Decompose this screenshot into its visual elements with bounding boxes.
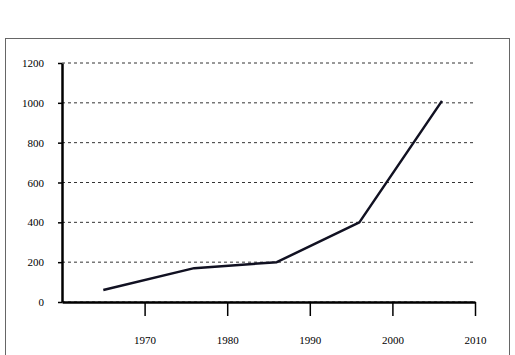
y-tick: 200: [28, 256, 63, 268]
y-tick-mark: [58, 182, 62, 184]
x-tick-mark: [475, 302, 477, 316]
y-tick-mark: [58, 63, 62, 65]
y-tick: 600: [28, 177, 63, 189]
y-tick: 800: [28, 137, 63, 149]
chart: 1970 1980 1990 2000 2010 0 200 400 600 800 1000 120…: [0, 0, 515, 355]
y-tick: 400: [28, 216, 63, 228]
y-tick-label: 600: [28, 177, 45, 189]
grid: [62, 63, 475, 302]
grid-line: [62, 222, 475, 223]
grid-line: [62, 63, 475, 64]
x-tick-mark: [227, 302, 229, 316]
grid-line: [62, 302, 475, 303]
y-tick-mark: [58, 262, 62, 264]
x-tick-label: 2010: [465, 334, 488, 346]
y-tick: 1200: [22, 57, 62, 69]
x-axis: 1970 1980 1990 2000 2010: [63, 302, 488, 346]
x-tick: 1970: [134, 302, 157, 346]
y-tick: 0: [39, 296, 63, 308]
x-tick-mark: [310, 302, 312, 316]
x-tick-mark: [144, 302, 146, 316]
y-tick-label: 200: [28, 256, 45, 268]
series: [103, 101, 442, 290]
y-tick-mark: [58, 302, 62, 304]
x-tick-label: 1980: [217, 334, 240, 346]
line: [103, 101, 442, 290]
x-tick: 2010: [465, 302, 488, 346]
y-axis: 0 200 400 600 800 1000 1200: [22, 57, 63, 308]
y-tick-mark: [58, 103, 62, 105]
frame: [6, 39, 510, 355]
y-tick-label: 800: [28, 137, 45, 149]
y-tick-label: 1000: [22, 97, 45, 109]
x-tick-label: 2000: [382, 334, 405, 346]
y-tick-label: 0: [39, 296, 45, 308]
grid-line: [62, 102, 475, 103]
x-axis-line: [63, 301, 476, 304]
x-tick-label: 1990: [299, 334, 322, 346]
y-tick-mark: [58, 142, 62, 144]
x-tick: 1990: [299, 302, 322, 346]
y-tick-label: 400: [28, 216, 45, 228]
x-tick: 1980: [217, 302, 240, 346]
x-tick-label: 1970: [134, 334, 157, 346]
y-tick: 1000: [22, 97, 62, 109]
y-tick-mark: [58, 222, 62, 224]
plot: 1970 1980 1990 2000 2010 0 200 400 600 800 1000 120…: [22, 57, 487, 346]
y-tick-label: 1200: [22, 57, 45, 69]
x-tick-mark: [392, 302, 394, 316]
x-tick: 2000: [382, 302, 405, 346]
grid-line: [62, 182, 475, 183]
